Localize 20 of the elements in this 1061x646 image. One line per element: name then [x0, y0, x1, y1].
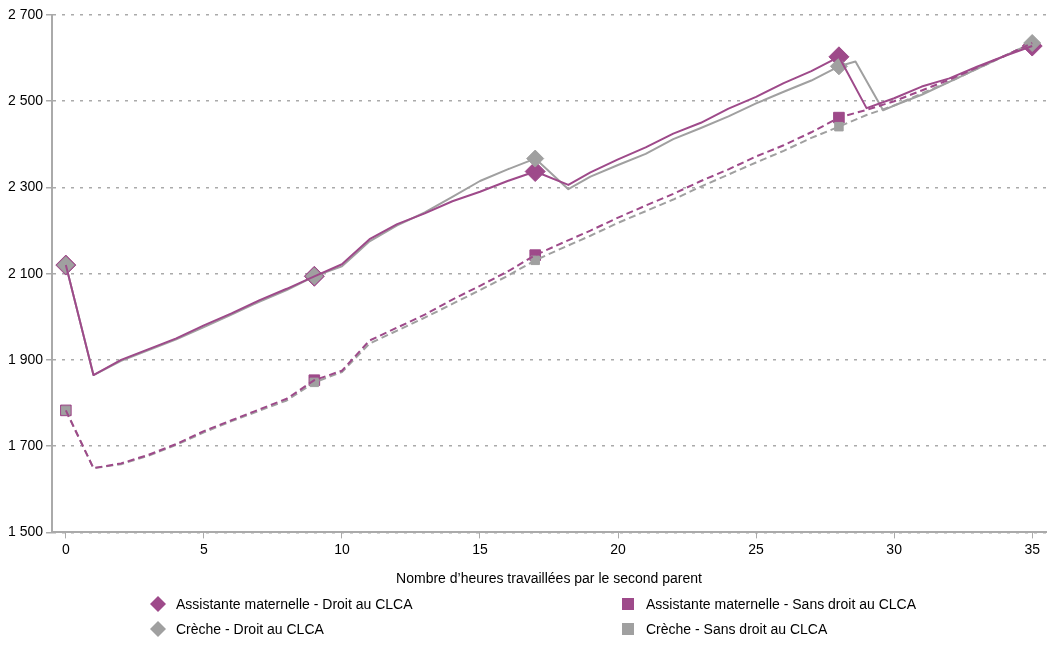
legend-label: Assistante maternelle - Droit au CLCA: [176, 596, 413, 612]
y-tick-label: 1 700: [7, 437, 44, 454]
y-tick-label: 1 900: [7, 350, 44, 367]
y-tick-label: 2 300: [7, 178, 44, 195]
x-tick-label: 5: [199, 540, 208, 557]
x-tick-label: 20: [610, 540, 627, 557]
x-tick-label: 0: [61, 540, 70, 557]
y-tick-label: 2 700: [7, 5, 44, 22]
y-tick-label: 1 500: [7, 523, 44, 540]
x-tick-label: 25: [748, 540, 765, 557]
x-tick-label: 10: [334, 540, 350, 557]
x-tick-label: 35: [1024, 540, 1041, 557]
y-tick-label: 2 100: [7, 264, 44, 281]
legend-label: Crèche - Droit au CLCA: [176, 621, 324, 637]
x-tick-label: 30: [886, 540, 903, 557]
legend-label: Crèche - Sans droit au CLCA: [646, 621, 828, 637]
legend-label: Assistante maternelle - Sans droit au CLCA: [646, 596, 917, 612]
x-tick-label: 15: [472, 540, 488, 557]
x-axis-title: Nombre d’heures travaillées par le second parent: [396, 570, 703, 587]
y-tick-label: 2 500: [7, 92, 44, 109]
